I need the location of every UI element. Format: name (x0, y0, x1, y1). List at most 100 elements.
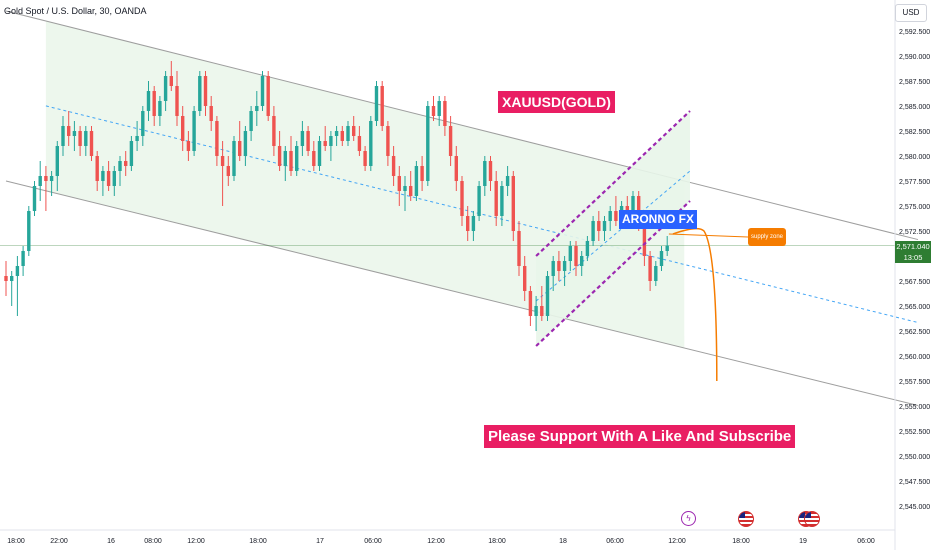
candle-body (597, 221, 601, 231)
candle-body (386, 126, 390, 156)
brand-label-box[interactable]: ARONNO FX (619, 210, 697, 229)
candle-body (209, 106, 213, 121)
candle-body (409, 186, 413, 196)
candle-body (545, 276, 550, 316)
us-flag-event-icon[interactable] (738, 511, 754, 527)
us-flag-event-icon-3[interactable] (804, 511, 820, 527)
candle-body (118, 161, 122, 171)
flag-canton-3 (805, 512, 811, 518)
last-price-value: 2,571.040 (896, 242, 930, 251)
projection-path (672, 227, 718, 382)
time-tick-label: 18:00 (7, 538, 25, 545)
candle-body (323, 141, 327, 146)
time-axis[interactable]: 18:00 22:00 16 08:00 12:00 18:00 17 06:00 12:00 1… (0, 529, 895, 545)
candle-body (562, 261, 567, 271)
candle-body (551, 261, 555, 276)
candle-body (346, 126, 350, 141)
candle-body (84, 131, 88, 146)
supply-zone-pointer (668, 233, 749, 238)
time-tick-label: 18:00 (249, 538, 267, 545)
price-tick-label: 2,547.500 (899, 479, 930, 486)
candle-body (528, 291, 533, 316)
candle-body (89, 131, 94, 156)
candle-body (352, 126, 356, 136)
candle-body (334, 131, 339, 136)
candle-body (283, 151, 287, 166)
candle-body (443, 101, 447, 126)
candle-body (198, 76, 202, 111)
time-tick-label: 12:00 (668, 538, 686, 545)
candle-body (477, 186, 481, 216)
candle-body (454, 156, 458, 181)
price-tick-label: 2,592.500 (899, 29, 930, 36)
candle-body (15, 266, 20, 276)
candle-body (448, 126, 453, 156)
price-axis[interactable]: 2,592.500 2,590.000 2,587.500 2,585.000 2,58… (894, 0, 930, 550)
candle-body (215, 121, 219, 156)
price-tick-label: 2,585.000 (899, 104, 930, 111)
candle-body (585, 241, 590, 256)
candle-body (580, 256, 584, 266)
candle-body (369, 121, 373, 166)
candle-body (67, 126, 71, 136)
brand-label-text: ARONNO FX (622, 212, 694, 226)
symbol-line: Gold Spot / U.S. Dollar, 30, OANDA (4, 6, 147, 16)
candle-body (374, 86, 379, 121)
price-tick-label: 2,562.500 (899, 329, 930, 336)
candle-body (44, 176, 48, 181)
candle-body (186, 141, 191, 151)
candle-body (49, 176, 54, 181)
candle-body (329, 136, 333, 146)
price-tick-label: 2,560.000 (899, 354, 930, 361)
candle-body (129, 141, 134, 166)
price-tick-label: 2,567.500 (899, 279, 930, 286)
footer-label-box[interactable]: Please Support With A Like And Subscribe (484, 425, 796, 448)
candle-body (272, 116, 276, 146)
candle-body (55, 146, 59, 176)
price-tick-label: 2,545.000 (899, 504, 930, 511)
time-tick-label: 08:00 (144, 538, 162, 545)
candle-body (32, 186, 37, 211)
candle-body (437, 101, 441, 116)
candle-body (220, 156, 225, 166)
time-tick-label: 16 (107, 538, 115, 545)
candle-body (414, 166, 419, 196)
supply-zone-callout[interactable]: supply zone (748, 228, 786, 246)
candle-body (426, 106, 430, 181)
candle-body (654, 266, 658, 281)
candle-body (277, 146, 282, 166)
candle-body (505, 176, 510, 186)
candle-body (540, 306, 544, 316)
symbol-legend[interactable]: Gold Spot / U.S. Dollar, 30, OANDA (4, 6, 147, 16)
candle-body (289, 151, 293, 171)
title-label-box[interactable]: XAUUSD(GOLD) (498, 91, 615, 113)
candle-body (659, 251, 664, 266)
candle-body (466, 216, 470, 231)
candle-body (511, 176, 515, 231)
time-tick-label: 17 (316, 538, 324, 545)
candle-body (27, 211, 31, 251)
candle-body (95, 156, 99, 181)
candle-body (260, 76, 265, 106)
price-tick-label: 2,557.500 (899, 379, 930, 386)
currency-button[interactable]: USD (895, 4, 927, 22)
candle-body (534, 306, 538, 316)
price-tick-label: 2,572.500 (899, 229, 930, 236)
candle-body (403, 186, 407, 191)
lightning-event-icon[interactable]: ϟ (681, 511, 696, 526)
candle-body (158, 101, 162, 116)
time-tick-label: 12:00 (427, 538, 445, 545)
candle-body (460, 181, 464, 216)
last-price-tag[interactable]: 2,571.040 13:05 (895, 241, 931, 263)
candle-body (523, 266, 527, 291)
time-tick-label: 06:00 (857, 538, 875, 545)
candle-body (431, 106, 436, 116)
bar-countdown: 13:05 (903, 253, 923, 262)
candle-body (4, 276, 8, 281)
candle-body (500, 186, 504, 216)
candle-body (488, 161, 493, 181)
time-tick-label: 18:00 (488, 538, 506, 545)
candle-body (61, 126, 65, 146)
